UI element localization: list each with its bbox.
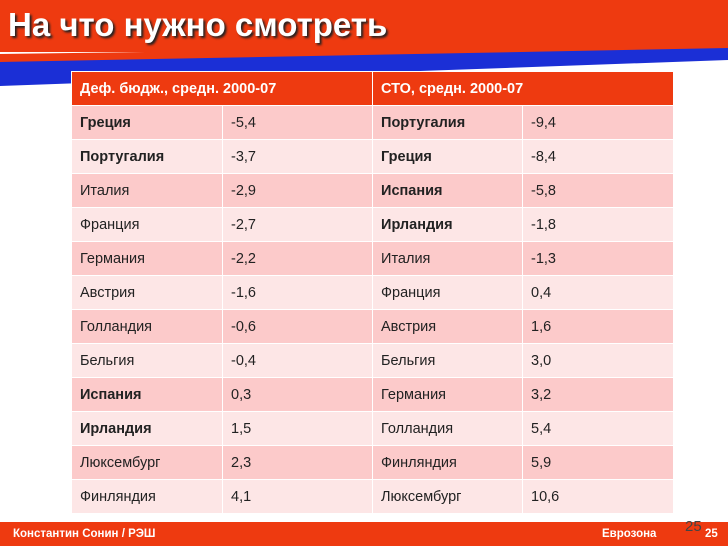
deficit-value-cell: 2,3 <box>221 445 374 480</box>
current-account-value-cell: -1,8 <box>522 207 675 242</box>
country-right-cell: Финляндия <box>372 445 524 480</box>
deficit-value-cell: -0,6 <box>221 309 374 344</box>
country-right-cell: Австрия <box>372 309 524 344</box>
footer-author: Константин Сонин / РЭШ <box>13 528 156 540</box>
country-right-cell: Греция <box>372 139 524 174</box>
deficit-value-cell: -2,2 <box>221 241 374 276</box>
slide-title: На что нужно смотреть <box>8 6 388 43</box>
deficit-value-cell: 4,1 <box>221 479 374 514</box>
country-left-cell: Люксембург <box>71 445 223 480</box>
country-left-cell: Бельгия <box>71 343 223 378</box>
deficit-value-cell: -5,4 <box>221 105 374 140</box>
title-bar <box>0 0 728 52</box>
country-left-cell: Ирландия <box>71 411 223 446</box>
footer-bar: Константин Сонин / РЭШ Еврозона 25 <box>0 522 728 546</box>
country-right-cell: Португалия <box>372 105 524 140</box>
current-account-value-cell: -5,8 <box>522 173 675 208</box>
country-right-cell: Ирландия <box>372 207 524 242</box>
table-row: Португалия -3,7 Греция -8,4 <box>71 139 675 174</box>
deficit-value-cell: -0,4 <box>221 343 374 378</box>
table-row: Австрия -1,6 Франция 0,4 <box>71 275 675 310</box>
current-account-value-cell: 5,4 <box>522 411 675 446</box>
deficit-value-cell: 1,5 <box>221 411 374 446</box>
country-left-cell: Австрия <box>71 275 223 310</box>
slide-number: 25 <box>685 518 702 535</box>
country-left-cell: Финляндия <box>71 479 223 514</box>
deficit-value-cell: -2,7 <box>221 207 374 242</box>
country-right-cell: Бельгия <box>372 343 524 378</box>
table-row: Бельгия -0,4 Бельгия 3,0 <box>71 343 675 378</box>
current-account-value-cell: 5,9 <box>522 445 675 480</box>
country-right-cell: Люксембург <box>372 479 524 514</box>
table-row: Финляндия 4,1 Люксембург 10,6 <box>71 479 675 514</box>
table-row: Германия -2,2 Италия -1,3 <box>71 241 675 276</box>
current-account-value-cell: 0,4 <box>522 275 675 310</box>
country-left-cell: Испания <box>71 377 223 412</box>
deficit-value-cell: -2,9 <box>221 173 374 208</box>
table-row: Италия -2,9 Испания -5,8 <box>71 173 675 208</box>
header-budget-deficit: Деф. бюдж., средн. 2000-07 <box>70 71 374 106</box>
current-account-value-cell: -9,4 <box>522 105 675 140</box>
country-right-cell: Германия <box>372 377 524 412</box>
deficit-value-cell: 0,3 <box>221 377 374 412</box>
current-account-value-cell: 10,6 <box>522 479 675 514</box>
current-account-value-cell: -8,4 <box>522 139 675 174</box>
country-left-cell: Германия <box>71 241 223 276</box>
comparison-table: Деф. бюдж., средн. 2000-07 СТО, средн. 2… <box>70 71 675 514</box>
country-right-cell: Франция <box>372 275 524 310</box>
country-left-cell: Голландия <box>71 309 223 344</box>
country-left-cell: Греция <box>71 105 223 140</box>
header-current-account: СТО, средн. 2000-07 <box>372 71 675 106</box>
country-left-cell: Франция <box>71 207 223 242</box>
current-account-value-cell: 3,2 <box>522 377 675 412</box>
deficit-value-cell: -1,6 <box>221 275 374 310</box>
table-row: Франция -2,7 Ирландия -1,8 <box>71 207 675 242</box>
current-account-value-cell: -1,3 <box>522 241 675 276</box>
current-account-value-cell: 1,6 <box>522 309 675 344</box>
country-right-cell: Испания <box>372 173 524 208</box>
country-left-cell: Португалия <box>71 139 223 174</box>
current-account-value-cell: 3,0 <box>522 343 675 378</box>
country-right-cell: Голландия <box>372 411 524 446</box>
table-row: Греция -5,4 Португалия -9,4 <box>71 105 675 140</box>
footer-topic: Еврозона <box>602 528 657 540</box>
deficit-value-cell: -3,7 <box>221 139 374 174</box>
table-header-row: Деф. бюдж., средн. 2000-07 СТО, средн. 2… <box>70 71 675 106</box>
red-stripe <box>0 44 728 62</box>
table-row: Испания 0,3 Германия 3,2 <box>71 377 675 412</box>
table-row: Люксембург 2,3 Финляндия 5,9 <box>71 445 675 480</box>
table-body: Греция -5,4 Португалия -9,4 Португалия -3,7 Гр… <box>71 105 675 514</box>
table-row: Ирландия 1,5 Голландия 5,4 <box>71 411 675 446</box>
footer-page-number: 25 <box>705 528 718 540</box>
country-right-cell: Италия <box>372 241 524 276</box>
country-left-cell: Италия <box>71 173 223 208</box>
table-row: Голландия -0,6 Австрия 1,6 <box>71 309 675 344</box>
